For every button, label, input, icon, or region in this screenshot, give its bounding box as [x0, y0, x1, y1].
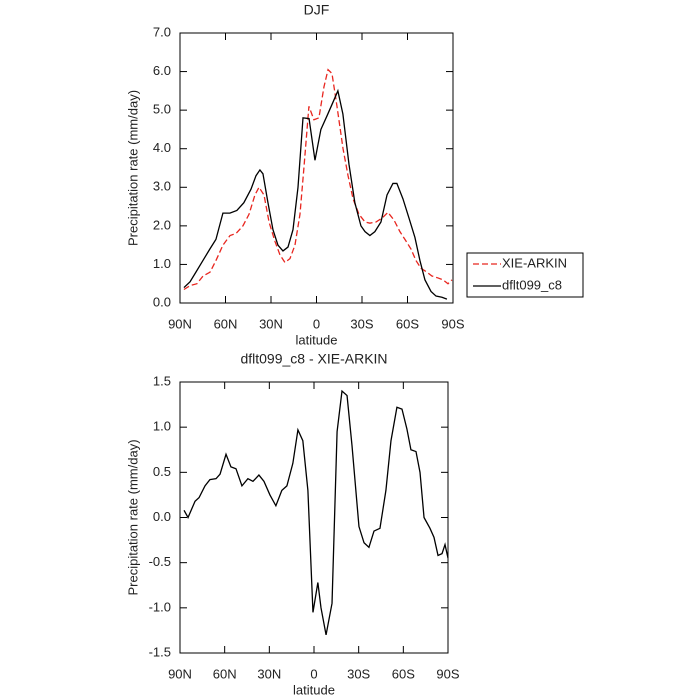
y-tick-label: 1.0 [153, 419, 171, 434]
y-tick-label: 2.0 [153, 217, 171, 232]
y-tick-label: 0.5 [153, 464, 171, 479]
legend-label: XIE-ARKIN [502, 255, 567, 270]
x-tick-label: 60S [396, 316, 419, 331]
x-tick-label: 30N [257, 666, 281, 681]
legend-box [466, 252, 584, 298]
x-axis-label: latitude [293, 682, 335, 697]
x-tick-label: 90N [168, 316, 192, 331]
x-axis-label: latitude [296, 332, 338, 347]
x-tick-label: 60N [213, 666, 237, 681]
y-tick-label: 3.0 [153, 179, 171, 194]
x-tick-label: 90S [441, 316, 464, 331]
y-tick-label: 7.0 [153, 24, 171, 39]
x-tick-label: 60S [392, 666, 415, 681]
legend-label: dflt099_c8 [502, 277, 562, 292]
series-line [183, 88, 448, 300]
x-tick-label: 0 [310, 666, 317, 681]
y-tick-label: 0.0 [153, 294, 171, 309]
x-tick-label: 0 [313, 316, 320, 331]
chart-title: dflt099_c8 - XIE-ARKIN [240, 351, 387, 367]
y-tick-label: 5.0 [153, 102, 171, 117]
y-tick-label: 4.0 [153, 140, 171, 155]
y-tick-label: 1.5 [153, 373, 171, 388]
series-line [183, 68, 453, 291]
y-tick-label: -1.5 [149, 644, 171, 659]
x-tick-label: 60N [214, 316, 238, 331]
y-tick-label: 0.0 [153, 509, 171, 524]
x-tick-label: 30S [350, 316, 373, 331]
x-tick-label: 90S [436, 666, 459, 681]
series-line [183, 389, 449, 636]
plot-frame [179, 381, 449, 654]
y-axis-label: Precipitation rate (mm/day) [125, 90, 140, 246]
x-tick-label: 90N [168, 666, 192, 681]
y-tick-label: -0.5 [149, 554, 171, 569]
x-tick-label: 30S [347, 666, 370, 681]
x-tick-label: 30N [259, 316, 283, 331]
y-tick-label: 1.0 [153, 256, 171, 271]
y-tick-label: -1.0 [149, 599, 171, 614]
y-tick-label: 6.0 [153, 63, 171, 78]
chart-title: DJF [304, 2, 330, 18]
plot-frame [179, 32, 454, 304]
y-axis-label: Precipitation rate (mm/day) [125, 439, 140, 595]
